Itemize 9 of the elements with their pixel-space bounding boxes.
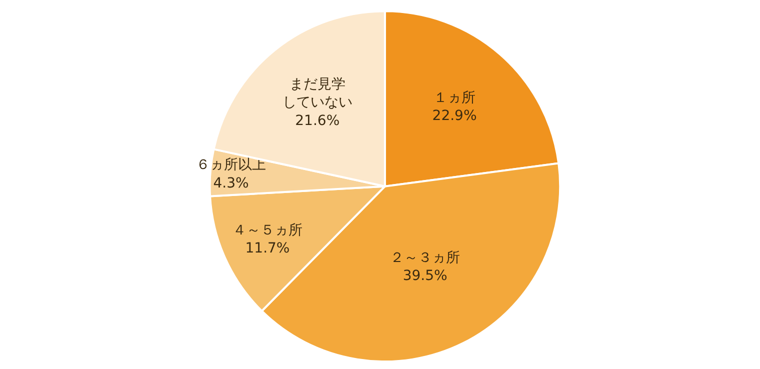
data-label: 11.7% xyxy=(245,240,290,256)
slice-label: まだ見学していない xyxy=(282,76,352,111)
data-label: 22.9% xyxy=(432,108,477,124)
slice-label: １ヵ所 xyxy=(434,90,476,106)
slice-label: ４～５ヵ所 xyxy=(232,222,302,238)
slice-label: ２～３ヵ所 xyxy=(390,250,460,266)
data-label: 39.5% xyxy=(402,268,448,284)
data-label: 4.3% xyxy=(213,175,249,192)
data-label: 21.6% xyxy=(295,112,340,129)
